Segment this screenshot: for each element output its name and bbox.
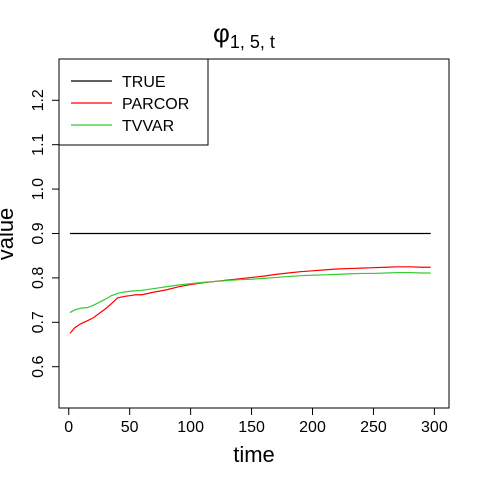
x-tick-label: 200 bbox=[299, 419, 326, 436]
x-tick-label: 150 bbox=[238, 419, 265, 436]
y-axis-label: value bbox=[0, 208, 18, 261]
legend-label-true: TRUE bbox=[122, 74, 166, 91]
y-tick-label: 1.2 bbox=[30, 89, 47, 111]
chart-title-subscript: 1, 5, t bbox=[230, 32, 275, 52]
series-line-parcor bbox=[69, 266, 431, 334]
x-tick-label: 0 bbox=[64, 419, 73, 436]
x-tick-label: 300 bbox=[421, 419, 448, 436]
y-tick-label: 0.8 bbox=[30, 267, 47, 289]
series-line-tvvar bbox=[69, 271, 431, 314]
y-axis: 0.6 0.7 0.8 0.9 1.0 1.1 1.2 bbox=[30, 89, 60, 378]
chart-title: φ1, 5, t bbox=[213, 18, 275, 52]
x-axis-label: time bbox=[233, 442, 275, 467]
legend-label-parcor: PARCOR bbox=[122, 96, 189, 113]
y-tick-label: 1.1 bbox=[30, 133, 47, 155]
legend-box bbox=[58, 58, 209, 146]
series-group bbox=[69, 232, 431, 334]
y-tick-label: 1.0 bbox=[30, 178, 47, 200]
y-tick-label: 0.7 bbox=[30, 311, 47, 333]
y-tick-label: 0.9 bbox=[30, 222, 47, 244]
legend-label-tvvar: TVVAR bbox=[122, 118, 174, 135]
x-axis: 0 50 100 150 200 250 300 bbox=[64, 407, 448, 436]
x-tick-label: 100 bbox=[177, 419, 204, 436]
chart-title-symbol: φ bbox=[213, 18, 230, 48]
y-tick-label: 0.6 bbox=[30, 355, 47, 377]
x-tick-label: 250 bbox=[360, 419, 387, 436]
legend: TRUE PARCOR TVVAR bbox=[58, 58, 209, 146]
x-tick-label: 50 bbox=[121, 419, 139, 436]
